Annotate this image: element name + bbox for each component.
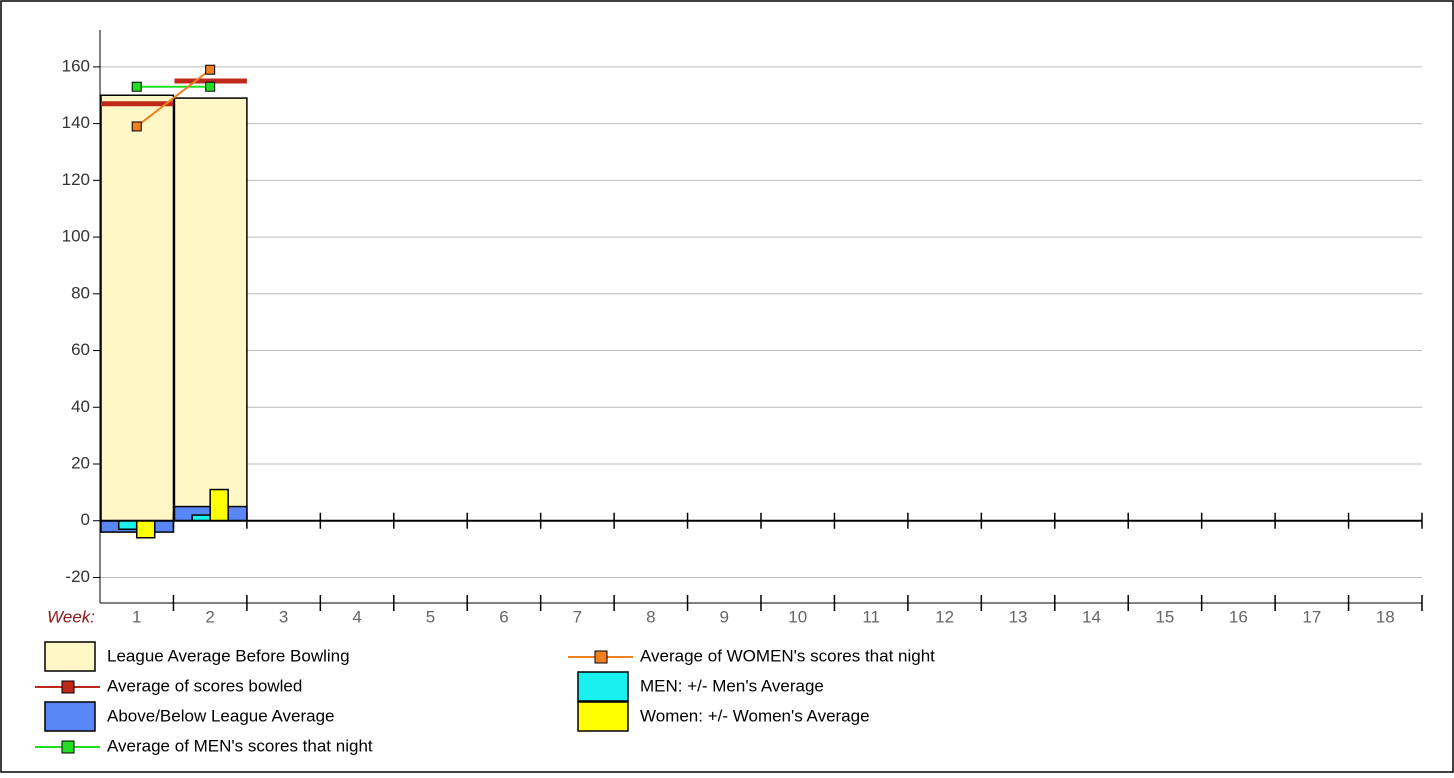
y-tick-label: 80 [71, 283, 90, 302]
legend-label: Average of scores bowled [107, 676, 302, 695]
legend-label: Above/Below League Average [107, 706, 334, 725]
point-marker [205, 64, 216, 75]
women-bar [135, 519, 156, 539]
x-tick-label: 1 [132, 607, 141, 626]
y-tick-label: 0 [81, 510, 90, 529]
x-tick-label: 16 [1229, 607, 1248, 626]
legend-marker [594, 650, 608, 664]
men-bar [117, 519, 138, 530]
series-line [136, 68, 211, 128]
y-tick-label: -20 [65, 567, 90, 586]
legend-swatch [577, 701, 629, 732]
x-tick-label: 12 [935, 607, 954, 626]
x-tick-label: 17 [1302, 607, 1321, 626]
y-tick-label: 40 [71, 397, 90, 416]
legend-swatch [577, 671, 629, 702]
legend-marker [61, 680, 75, 694]
legend-swatch [44, 701, 96, 732]
legend-marker [61, 740, 75, 754]
legend-label: Average of WOMEN's scores that night [640, 646, 935, 665]
legend-swatch [44, 641, 96, 672]
y-tick-label: 60 [71, 340, 90, 359]
y-tick-label: 20 [71, 453, 90, 472]
legend-label: Women: +/- Women's Average [640, 706, 870, 725]
y-tick-label: 160 [62, 56, 90, 75]
y-tick-label: 140 [62, 113, 90, 132]
bar [100, 94, 175, 522]
x-tick-label: 8 [646, 607, 655, 626]
point-marker [131, 81, 142, 92]
x-tick-label: 13 [1009, 607, 1028, 626]
x-tick-label: 11 [862, 607, 880, 626]
x-tick-label: 4 [352, 607, 361, 626]
x-axis-label: Week: [47, 607, 95, 626]
x-tick-label: 6 [499, 607, 508, 626]
legend-label: MEN: +/- Men's Average [640, 676, 824, 695]
x-tick-label: 18 [1376, 607, 1395, 626]
x-tick-label: 14 [1082, 607, 1101, 626]
women-bar [209, 488, 229, 522]
x-tick-label: 10 [788, 607, 807, 626]
legend-label: Average of MEN's scores that night [107, 736, 373, 755]
y-tick-label: 120 [62, 170, 90, 189]
x-tick-label: 3 [279, 607, 288, 626]
x-tick-label: 9 [720, 607, 729, 626]
x-tick-label: 5 [426, 607, 435, 626]
x-tick-label: 7 [573, 607, 582, 626]
point-marker [205, 81, 216, 92]
legend-label: League Average Before Bowling [107, 646, 350, 665]
point-marker [131, 121, 142, 132]
y-tick-label: 100 [62, 227, 90, 246]
x-tick-label: 15 [1155, 607, 1174, 626]
bar [173, 97, 248, 522]
x-tick-label: 2 [205, 607, 214, 626]
